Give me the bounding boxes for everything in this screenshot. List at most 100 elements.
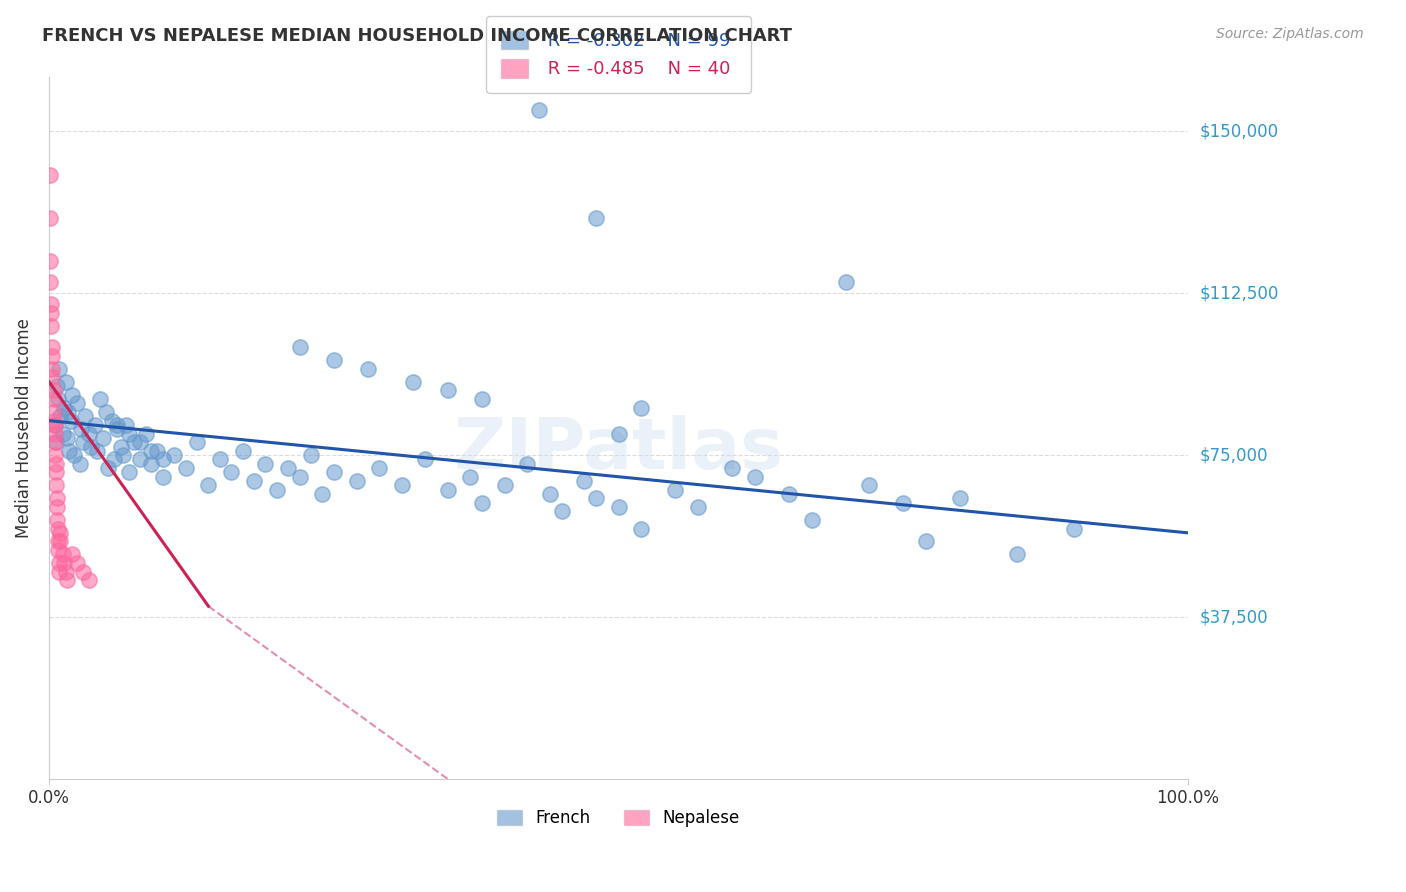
Point <box>46 392 69 406</box>
Point <box>48 565 70 579</box>
Point <box>835 276 858 290</box>
Point <box>49 409 72 424</box>
Point <box>858 478 880 492</box>
Y-axis label: Median Household Income: Median Household Income <box>15 318 32 538</box>
Point <box>39 211 62 225</box>
Point <box>52 556 75 570</box>
Point <box>100 414 122 428</box>
Point <box>527 103 550 117</box>
Point <box>45 466 67 480</box>
Point <box>75 409 97 424</box>
Point <box>322 353 344 368</box>
Point <box>41 349 63 363</box>
Point <box>46 500 69 514</box>
Point <box>208 452 231 467</box>
Point <box>44 426 66 441</box>
Text: Source: ZipAtlas.com: Source: ZipAtlas.com <box>1216 27 1364 41</box>
Point <box>60 548 83 562</box>
Point <box>368 461 391 475</box>
Point <box>1063 522 1085 536</box>
Point <box>141 443 163 458</box>
Text: FRENCH VS NEPALESE MEDIAN HOUSEHOLD INCOME CORRELATION CHART: FRENCH VS NEPALESE MEDIAN HOUSEHOLD INCO… <box>42 27 792 45</box>
Point <box>41 340 63 354</box>
Point <box>516 457 538 471</box>
Point <box>460 469 482 483</box>
Point <box>46 491 69 506</box>
Point <box>52 401 75 415</box>
Point <box>949 491 972 506</box>
Point <box>219 466 242 480</box>
Point <box>129 435 152 450</box>
Point <box>299 448 322 462</box>
Point <box>49 534 72 549</box>
Point <box>58 405 80 419</box>
Point <box>243 474 266 488</box>
Point <box>266 483 288 497</box>
Point <box>146 443 169 458</box>
Point <box>39 168 62 182</box>
Point <box>77 426 100 441</box>
Point <box>63 448 86 462</box>
Point <box>232 443 254 458</box>
Point <box>58 443 80 458</box>
Point <box>49 525 72 540</box>
Point <box>471 496 494 510</box>
Point <box>46 534 69 549</box>
Point <box>59 414 82 428</box>
Point <box>42 414 65 428</box>
Point <box>52 548 75 562</box>
Point <box>311 487 333 501</box>
Point <box>118 426 141 441</box>
Point <box>41 361 63 376</box>
Point <box>39 253 62 268</box>
Point <box>69 457 91 471</box>
Point <box>630 401 652 415</box>
Point <box>110 440 132 454</box>
Point <box>197 478 219 492</box>
Point <box>94 405 117 419</box>
Point <box>688 500 710 514</box>
Point <box>152 469 174 483</box>
Point <box>103 452 125 467</box>
Point <box>86 443 108 458</box>
Point <box>48 361 70 376</box>
Point <box>778 487 800 501</box>
Point <box>118 466 141 480</box>
Point <box>801 513 824 527</box>
Point <box>174 461 197 475</box>
Point <box>41 370 63 384</box>
Point <box>494 478 516 492</box>
Point <box>105 422 128 436</box>
Point <box>97 461 120 475</box>
Point <box>277 461 299 475</box>
Point <box>346 474 368 488</box>
Point <box>115 417 138 432</box>
Point <box>915 534 938 549</box>
Point <box>91 431 114 445</box>
Point <box>56 574 79 588</box>
Point <box>45 435 67 450</box>
Point <box>413 452 436 467</box>
Text: $75,000: $75,000 <box>1199 446 1268 464</box>
Point <box>39 297 62 311</box>
Text: $37,500: $37,500 <box>1199 608 1268 626</box>
Point <box>288 469 311 483</box>
Point <box>471 392 494 406</box>
Point <box>630 522 652 536</box>
Point <box>288 340 311 354</box>
Point <box>135 426 157 441</box>
Point <box>186 435 208 450</box>
Point <box>60 388 83 402</box>
Point <box>124 435 146 450</box>
Point <box>129 452 152 467</box>
Point <box>254 457 277 471</box>
Point <box>152 452 174 467</box>
Point <box>585 211 607 225</box>
Point <box>66 556 89 570</box>
Point <box>72 565 94 579</box>
Point <box>70 422 93 436</box>
Point <box>322 466 344 480</box>
Point <box>46 522 69 536</box>
Point <box>44 417 66 432</box>
Point <box>45 478 67 492</box>
